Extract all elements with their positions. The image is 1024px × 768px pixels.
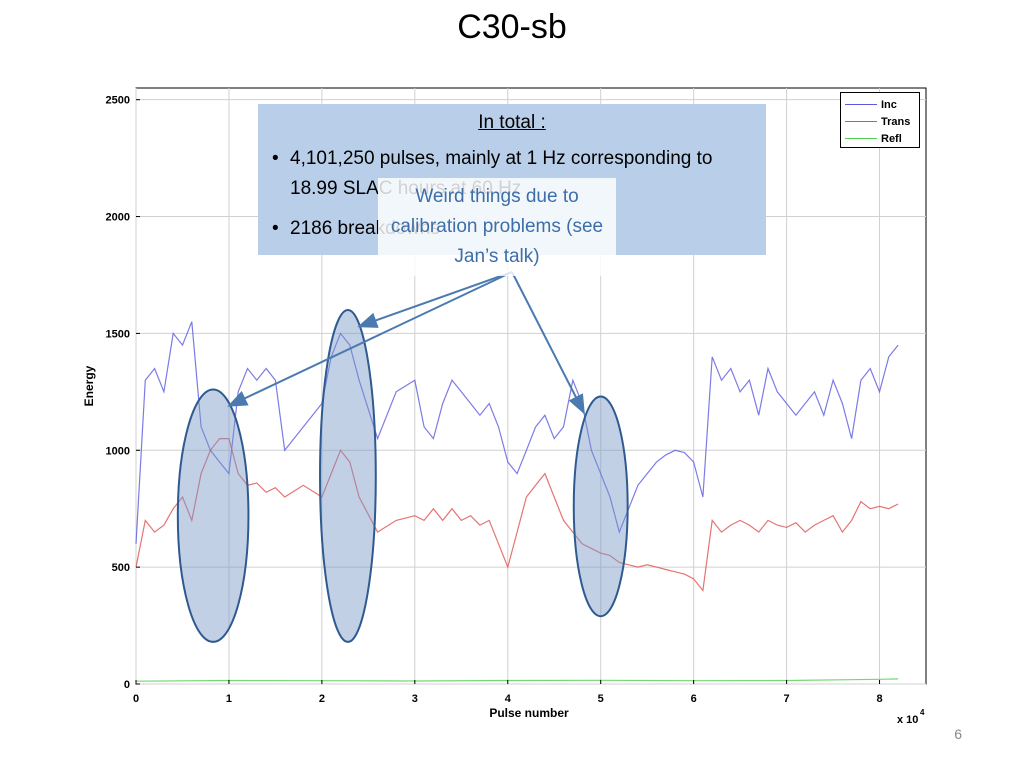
annotation-ellipse: [572, 395, 629, 618]
legend-entry: Inc: [845, 96, 915, 113]
y-tick-label: 0: [124, 679, 130, 691]
series-line-inc: [135, 321, 899, 544]
bullet-marker: •: [272, 148, 279, 169]
page-number: 6: [954, 726, 962, 742]
bullet-marker: •: [272, 218, 279, 239]
legend-swatch: [845, 138, 877, 139]
x-multiplier-label: x 10: [897, 714, 918, 726]
legend-swatch: [845, 104, 877, 105]
x-tick-label: 2: [319, 693, 325, 705]
y-tick-label: 1500: [106, 328, 130, 340]
annotation-arrow: [511, 271, 585, 415]
series-layer: [135, 321, 899, 682]
summary-heading: In total :: [478, 112, 546, 133]
y-tick-label: 500: [112, 562, 130, 574]
calibration-callout: Weird things due to calibration problems…: [378, 178, 616, 276]
series-line-refl: [135, 678, 899, 682]
y-tick-label: 1000: [106, 445, 130, 457]
chart-legend: Inc Trans Refl: [840, 92, 920, 148]
legend-entry: Trans: [845, 113, 915, 130]
x-tick-label: 1: [226, 693, 232, 705]
x-axis-label: Pulse number: [489, 706, 569, 720]
legend-label: Trans: [881, 115, 911, 128]
y-axis-label: Energy: [82, 365, 96, 406]
tick-layer: 0 1 2 3 4 5 6 7 8 0 500 1000 1500 2000 2500: [106, 95, 883, 705]
x-tick-label: 7: [784, 693, 790, 705]
x-tick-label: 8: [876, 693, 882, 705]
series-line-trans: [135, 438, 899, 592]
annotation-ellipse: [176, 388, 250, 643]
legend-label: Inc: [881, 98, 897, 111]
x-tick-label: 0: [133, 693, 139, 705]
x-tick-label: 3: [412, 693, 418, 705]
annotation-layer: [176, 271, 629, 643]
y-tick-label: 2000: [106, 212, 130, 224]
slide-title: C30-sb: [457, 8, 567, 46]
legend-label: Refl: [881, 132, 902, 145]
x-multiplier-exponent: 4: [920, 708, 925, 717]
y-tick-label: 2500: [106, 95, 130, 107]
x-tick-label: 4: [505, 693, 512, 705]
annotation-ellipse: [319, 309, 377, 643]
legend-entry: Refl: [845, 130, 915, 147]
annotation-arrow: [227, 271, 513, 407]
legend-swatch: [845, 121, 877, 122]
x-tick-label: 5: [598, 693, 604, 705]
annotation-arrow: [357, 271, 513, 328]
x-tick-label: 6: [691, 693, 697, 705]
